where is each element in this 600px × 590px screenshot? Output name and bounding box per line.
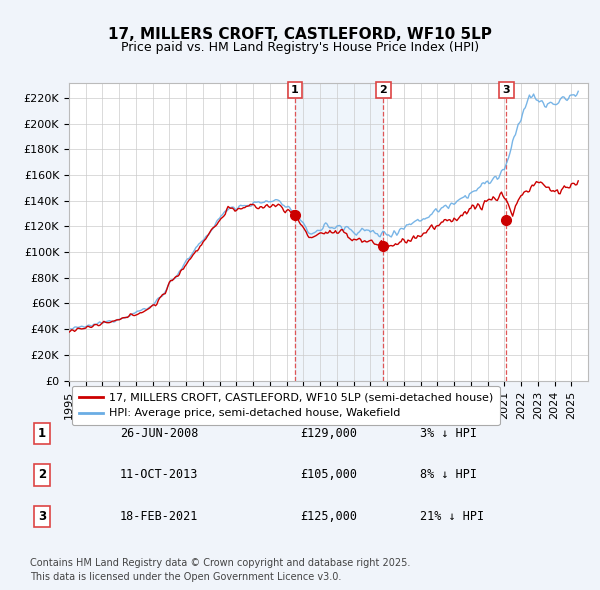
Text: 2: 2 (38, 468, 46, 481)
Text: £125,000: £125,000 (300, 510, 357, 523)
Text: Price paid vs. HM Land Registry's House Price Index (HPI): Price paid vs. HM Land Registry's House … (121, 41, 479, 54)
Text: 1: 1 (38, 427, 46, 440)
Text: £105,000: £105,000 (300, 468, 357, 481)
Text: 3% ↓ HPI: 3% ↓ HPI (420, 427, 477, 440)
Text: 21% ↓ HPI: 21% ↓ HPI (420, 510, 484, 523)
Text: 8% ↓ HPI: 8% ↓ HPI (420, 468, 477, 481)
Text: 3: 3 (503, 85, 510, 95)
Text: 3: 3 (38, 510, 46, 523)
Text: 17, MILLERS CROFT, CASTLEFORD, WF10 5LP: 17, MILLERS CROFT, CASTLEFORD, WF10 5LP (108, 27, 492, 41)
Bar (295, 83, 383, 381)
Text: 1: 1 (291, 85, 299, 95)
Text: Contains HM Land Registry data © Crown copyright and database right 2025.
This d: Contains HM Land Registry data © Crown c… (30, 558, 410, 582)
Legend: 17, MILLERS CROFT, CASTLEFORD, WF10 5LP (semi-detached house), HPI: Average pric: 17, MILLERS CROFT, CASTLEFORD, WF10 5LP … (72, 386, 500, 425)
Text: 2: 2 (380, 85, 387, 95)
Text: 18-FEB-2021: 18-FEB-2021 (120, 510, 199, 523)
Text: 11-OCT-2013: 11-OCT-2013 (120, 468, 199, 481)
Text: £129,000: £129,000 (300, 427, 357, 440)
Text: 26-JUN-2008: 26-JUN-2008 (120, 427, 199, 440)
